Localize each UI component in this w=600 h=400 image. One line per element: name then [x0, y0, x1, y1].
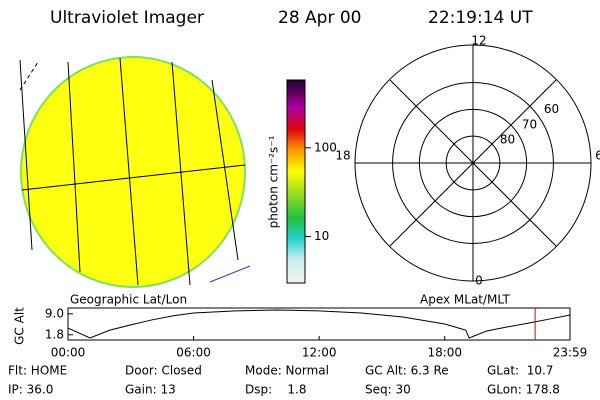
- y-axis-label: GC Alt: [13, 307, 27, 345]
- x-tick-label: 18:00: [427, 346, 462, 360]
- image-label: Geographic Lat/Lon: [70, 293, 187, 307]
- lat-ring: [445, 135, 501, 191]
- lat-label: 70: [522, 117, 537, 131]
- lat-ring: [392, 82, 554, 244]
- image: [19, 56, 251, 288]
- date: 28 Apr 00: [278, 8, 361, 28]
- y-tick-label: 1.8: [45, 327, 64, 341]
- info-field: GLon: 178.8: [487, 383, 560, 397]
- plot-frame: [67, 307, 571, 341]
- x-tick-label: 00:00: [51, 346, 86, 360]
- info-field: Door: Closed: [125, 364, 202, 378]
- info-field: Seq: 30: [365, 383, 411, 397]
- colorbar-label: photon cm⁻²s⁻¹: [267, 135, 281, 228]
- hour-label: 18: [335, 149, 350, 163]
- info-field: GC Alt: 6.3 Re: [365, 364, 449, 378]
- info-field: Mode: Normal: [245, 364, 329, 378]
- polar-label: Apex MLat/MLT: [420, 293, 510, 307]
- info-field: Flt: HOME: [8, 364, 67, 378]
- lat-ring: [418, 108, 528, 218]
- colorbar-tick-label: 100: [314, 140, 337, 154]
- hour-label: 0: [475, 274, 483, 288]
- x-tick-label: 12:00: [302, 346, 337, 360]
- y-tick-label: 9.0: [45, 306, 64, 320]
- info-field: Gain: 13: [125, 383, 176, 397]
- hour-label: 6: [595, 149, 600, 163]
- info-field: Dsp: 1.8: [245, 383, 307, 397]
- colorbar-tick-label: 10: [314, 229, 329, 243]
- polar-frame: [355, 45, 591, 281]
- polar-outer-ring: [354, 44, 592, 282]
- hour-label: 12: [471, 34, 486, 48]
- x-tick-label: 06:00: [176, 346, 211, 360]
- colorbar: [286, 79, 306, 284]
- title: Ultraviolet Imager: [50, 8, 204, 28]
- lat-label: 60: [544, 102, 559, 116]
- altitude-line: [67, 309, 571, 339]
- lat-label: 80: [500, 133, 515, 147]
- time: 22:19:14 UT: [428, 8, 533, 28]
- info-field: IP: 36.0: [8, 383, 53, 397]
- info-field: GLat: 10.7: [487, 364, 553, 378]
- x-tick-label: 23:59: [553, 346, 588, 360]
